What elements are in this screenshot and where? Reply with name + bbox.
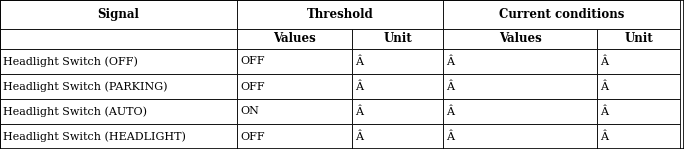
Text: Â: Â	[446, 81, 454, 92]
Text: Â: Â	[446, 131, 454, 142]
Bar	[443, 29, 597, 49]
Text: Â: Â	[600, 56, 608, 67]
Bar	[237, 99, 352, 124]
Text: Values: Values	[273, 32, 316, 45]
Bar	[443, 49, 597, 74]
Bar	[0, 49, 237, 74]
Text: Values: Values	[499, 32, 541, 45]
Text: Headlight Switch (OFF): Headlight Switch (OFF)	[3, 56, 138, 67]
Text: Headlight Switch (AUTO): Headlight Switch (AUTO)	[3, 106, 147, 117]
Text: Â: Â	[600, 106, 608, 117]
Text: Unit: Unit	[383, 32, 412, 45]
Bar	[597, 99, 680, 124]
Bar	[352, 99, 443, 124]
Bar	[237, 74, 352, 99]
Bar	[0, 124, 237, 149]
Bar	[597, 49, 680, 74]
Text: Â: Â	[355, 81, 363, 92]
Bar	[443, 124, 597, 149]
Text: Â: Â	[355, 106, 363, 117]
Bar	[0, 29, 237, 49]
Text: Â: Â	[600, 81, 608, 92]
Text: OFF: OFF	[240, 56, 265, 66]
Text: Â: Â	[355, 56, 363, 67]
Bar	[597, 74, 680, 99]
Bar	[443, 74, 597, 99]
Bar	[237, 49, 352, 74]
Text: Headlight Switch (HEADLIGHT): Headlight Switch (HEADLIGHT)	[3, 131, 186, 142]
Text: Â: Â	[446, 106, 454, 117]
Bar	[352, 124, 443, 149]
Text: Current conditions: Current conditions	[499, 8, 624, 21]
Text: Unit: Unit	[624, 32, 653, 45]
Bar	[443, 0, 680, 29]
Bar	[597, 29, 680, 49]
Text: Headlight Switch (PARKING): Headlight Switch (PARKING)	[3, 81, 168, 92]
Text: Threshold: Threshold	[306, 8, 373, 21]
Bar	[352, 29, 443, 49]
Bar	[237, 29, 352, 49]
Bar	[0, 74, 237, 99]
Text: OFF: OFF	[240, 82, 265, 91]
Text: Signal: Signal	[98, 8, 140, 21]
Bar	[237, 124, 352, 149]
Text: Â: Â	[355, 131, 363, 142]
Bar	[352, 49, 443, 74]
Text: ON: ON	[240, 107, 259, 117]
Bar	[443, 99, 597, 124]
Text: Â: Â	[600, 131, 608, 142]
Bar	[597, 124, 680, 149]
Bar	[237, 0, 443, 29]
Bar	[0, 99, 237, 124]
Bar	[352, 74, 443, 99]
Text: OFF: OFF	[240, 132, 265, 142]
Text: Â: Â	[446, 56, 454, 67]
Bar	[0, 0, 237, 29]
